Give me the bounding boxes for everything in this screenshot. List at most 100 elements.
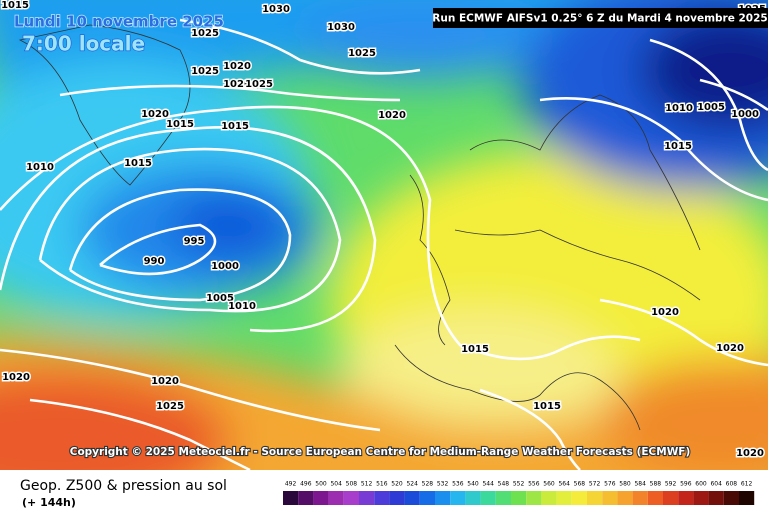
scale-swatch — [313, 491, 329, 505]
scale-label: 608 — [726, 481, 738, 488]
isobar-label: 1025 — [191, 66, 219, 77]
copyright: Copyright © 2025 Meteociel.fr - Source E… — [70, 446, 691, 458]
scale-label: 568 — [574, 481, 586, 488]
scale-label: 496 — [300, 481, 312, 488]
isobar-label: 1020 — [651, 307, 679, 318]
isobar-label: 1015 — [664, 141, 692, 152]
scale-swatch — [693, 491, 709, 505]
isobar-label: 1015 — [1, 0, 29, 11]
scale-label: 552 — [513, 481, 525, 488]
local-time: 7:00 locale — [22, 32, 145, 56]
scale-label: 612 — [741, 481, 753, 488]
isobar-label: 1020 — [378, 110, 406, 121]
isobar-label: 990 — [144, 256, 165, 267]
scale-label: 508 — [346, 481, 358, 488]
scale-label: 596 — [680, 481, 692, 488]
scale-swatch — [571, 491, 587, 505]
scale-swatch — [587, 491, 603, 505]
scale-swatch — [450, 491, 466, 505]
scale-label: 580 — [619, 481, 631, 488]
isobar-label: 1025 — [348, 48, 376, 59]
isobar-label: 1030 — [327, 22, 355, 33]
scale-swatch — [602, 491, 618, 505]
isobar-label: 1020 — [223, 79, 251, 90]
scale-swatch — [374, 491, 390, 505]
scale-label: 524 — [406, 481, 418, 488]
scale-label: 516 — [376, 481, 388, 488]
isobar-label: 1020 — [141, 109, 169, 120]
isobar-label: 1020 — [223, 61, 251, 72]
scale-label: 584 — [634, 481, 646, 488]
isobar-label: 1030 — [262, 4, 290, 15]
lead-time: (+ 144h) — [22, 496, 76, 509]
coastlines — [18, 24, 701, 431]
scale-swatch — [389, 491, 405, 505]
scale-label: 572 — [589, 481, 601, 488]
scale-swatch — [617, 491, 633, 505]
scale-label: 540 — [467, 481, 479, 488]
scale-swatch — [647, 491, 663, 505]
isobars — [0, 18, 768, 470]
scale-swatch — [298, 491, 314, 505]
scale-label: 528 — [422, 481, 434, 488]
scale-label: 544 — [482, 481, 494, 488]
scale-swatch — [632, 491, 648, 505]
isobar-label: 1025 — [191, 28, 219, 39]
scale-label: 560 — [543, 481, 555, 488]
color-scale: 492 496 500 504 508 512 516 520 524 528 532 536 540 5… — [283, 481, 755, 505]
isobar-label: 1000 — [211, 261, 239, 272]
scale-swatch — [663, 491, 679, 505]
isobar-label: 1025 — [245, 79, 273, 90]
isobar-label: 1015 — [221, 121, 249, 132]
scale-swatch — [739, 491, 755, 505]
isobar-label: 1010 — [26, 162, 54, 173]
scale-swatch — [495, 491, 511, 505]
isobar-label: 1005 — [206, 293, 234, 304]
isobar-label: 1020 — [716, 343, 744, 354]
isobar-label: 1015 — [461, 344, 489, 355]
scale-swatch — [708, 491, 724, 505]
scale-swatch — [480, 491, 496, 505]
scale-label: 576 — [604, 481, 616, 488]
scale-label: 548 — [498, 481, 510, 488]
scale-swatch — [328, 491, 344, 505]
isobar-label: 1010 — [665, 103, 693, 114]
scale-label: 588 — [650, 481, 662, 488]
scale-swatch — [435, 491, 451, 505]
scale-swatch — [723, 491, 739, 505]
scale-label: 512 — [361, 481, 373, 488]
scale-label: 592 — [665, 481, 677, 488]
scale-swatch — [404, 491, 420, 505]
scale-label: 504 — [330, 481, 342, 488]
scale-swatch — [359, 491, 375, 505]
isobar-label: 1010 — [228, 301, 256, 312]
scale-label: 564 — [558, 481, 570, 488]
scale-label: 500 — [315, 481, 327, 488]
scale-label: 604 — [710, 481, 722, 488]
scale-label: 520 — [391, 481, 403, 488]
isobar-label: 1015 — [124, 158, 152, 169]
scale-label: 600 — [695, 481, 707, 488]
isobar-label: 1005 — [697, 102, 725, 113]
isobar-label: 1020 — [151, 376, 179, 387]
scale-swatch — [541, 491, 557, 505]
scale-swatch — [511, 491, 527, 505]
isobar-label: 1000 — [731, 109, 759, 120]
run-info: Run ECMWF AIFSv1 0.25° 6 Z du Mardi 4 no… — [432, 13, 767, 25]
isobar-label: 1025 — [156, 401, 184, 412]
run-box — [433, 8, 768, 28]
scale-swatch — [556, 491, 572, 505]
isobar-label: 995 — [184, 236, 205, 247]
legend-title: Geop. Z500 & pression au sol — [20, 478, 227, 494]
isobar-label: 1020 — [2, 372, 30, 383]
scale-label: 556 — [528, 481, 540, 488]
scale-label: 536 — [452, 481, 464, 488]
scale-label: 532 — [437, 481, 449, 488]
scale-swatch — [283, 491, 299, 505]
scale-swatch — [526, 491, 542, 505]
scale-swatch — [343, 491, 359, 505]
scale-swatch — [465, 491, 481, 505]
scale-swatch — [419, 491, 435, 505]
